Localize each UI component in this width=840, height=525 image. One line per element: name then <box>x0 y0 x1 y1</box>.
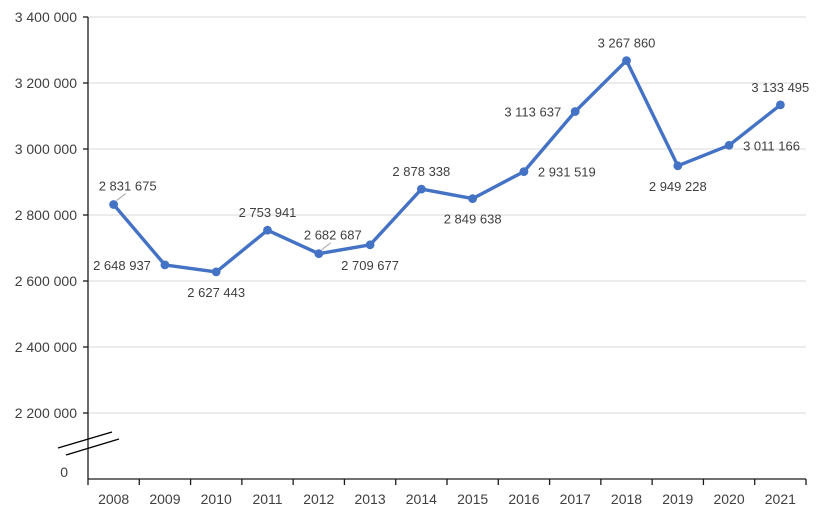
data-label-2020: 3 011 166 <box>743 138 800 153</box>
data-point-2011 <box>263 225 272 235</box>
data-point-2012 <box>314 249 324 259</box>
x-axis-tick-label: 2011 <box>252 491 282 507</box>
data-point-2018 <box>622 56 631 65</box>
y-axis-tick-label: 3 000 000 <box>15 141 77 157</box>
y-axis-tick-label: 3 200 000 <box>15 75 77 91</box>
data-label-2011: 2 753 941 <box>239 205 297 220</box>
data-label-2008: 2 831 675 <box>99 179 157 194</box>
x-axis-tick-label: 2013 <box>354 491 385 507</box>
x-axis-tick-label: 2018 <box>611 491 642 507</box>
data-point-2010 <box>211 267 221 277</box>
y-axis-tick-label: 2 200 000 <box>15 405 77 421</box>
x-axis-tick-label: 2009 <box>149 491 180 507</box>
y-axis-tick-label: 2 600 000 <box>15 273 77 289</box>
x-axis-tick-label: 2012 <box>303 491 334 507</box>
data-label-2010: 2 627 443 <box>187 285 245 300</box>
data-label-2017: 3 113 637 <box>504 104 561 119</box>
data-point-2021 <box>776 100 785 110</box>
y-axis-tick-label: 2 800 000 <box>15 207 77 223</box>
x-axis-tick-label: 2021 <box>765 491 796 507</box>
data-point-2016 <box>519 167 529 177</box>
data-label-leader-line <box>321 242 332 251</box>
data-label-2013: 2 709 677 <box>341 258 399 273</box>
x-axis-tick-label: 2016 <box>508 491 539 507</box>
data-point-2009 <box>160 260 170 270</box>
data-point-2013 <box>365 240 375 250</box>
data-point-2019 <box>673 161 683 171</box>
y-axis-tick-label: 2 400 000 <box>15 339 77 355</box>
data-label-2021: 3 133 495 <box>751 80 809 95</box>
y-axis-tick-label: 3 400 000 <box>15 9 77 25</box>
data-label-2019: 2 949 228 <box>649 179 707 194</box>
data-point-2015 <box>468 194 477 204</box>
data-label-2014: 2 878 338 <box>392 164 450 179</box>
data-label-2015: 2 849 638 <box>444 212 502 227</box>
data-label-2012: 2 682 687 <box>304 228 362 243</box>
series-line <box>111 58 783 274</box>
x-axis-tick-label: 2008 <box>98 491 129 507</box>
x-axis-tick-label: 2014 <box>406 491 437 507</box>
x-axis-tick-label: 2017 <box>560 491 591 507</box>
x-axis-tick-label: 2015 <box>457 491 488 507</box>
x-axis-tick-label: 2010 <box>201 491 232 507</box>
x-axis-tick-label: 2020 <box>713 491 744 507</box>
x-axis-tick-label: 2019 <box>662 491 693 507</box>
data-label-2009: 2 648 937 <box>93 258 151 273</box>
data-label-leader-line <box>116 193 126 201</box>
data-point-2014 <box>417 184 426 194</box>
data-label-2018: 3 267 860 <box>598 36 656 51</box>
axis-break-mark <box>57 431 113 449</box>
data-point-2017 <box>570 107 580 116</box>
y-axis-zero-label: 0 <box>60 464 68 480</box>
axis-break-mark <box>65 438 120 456</box>
data-point-2020 <box>724 140 734 150</box>
data-point-2008 <box>109 200 118 209</box>
data-label-2016: 2 931 519 <box>538 165 596 180</box>
